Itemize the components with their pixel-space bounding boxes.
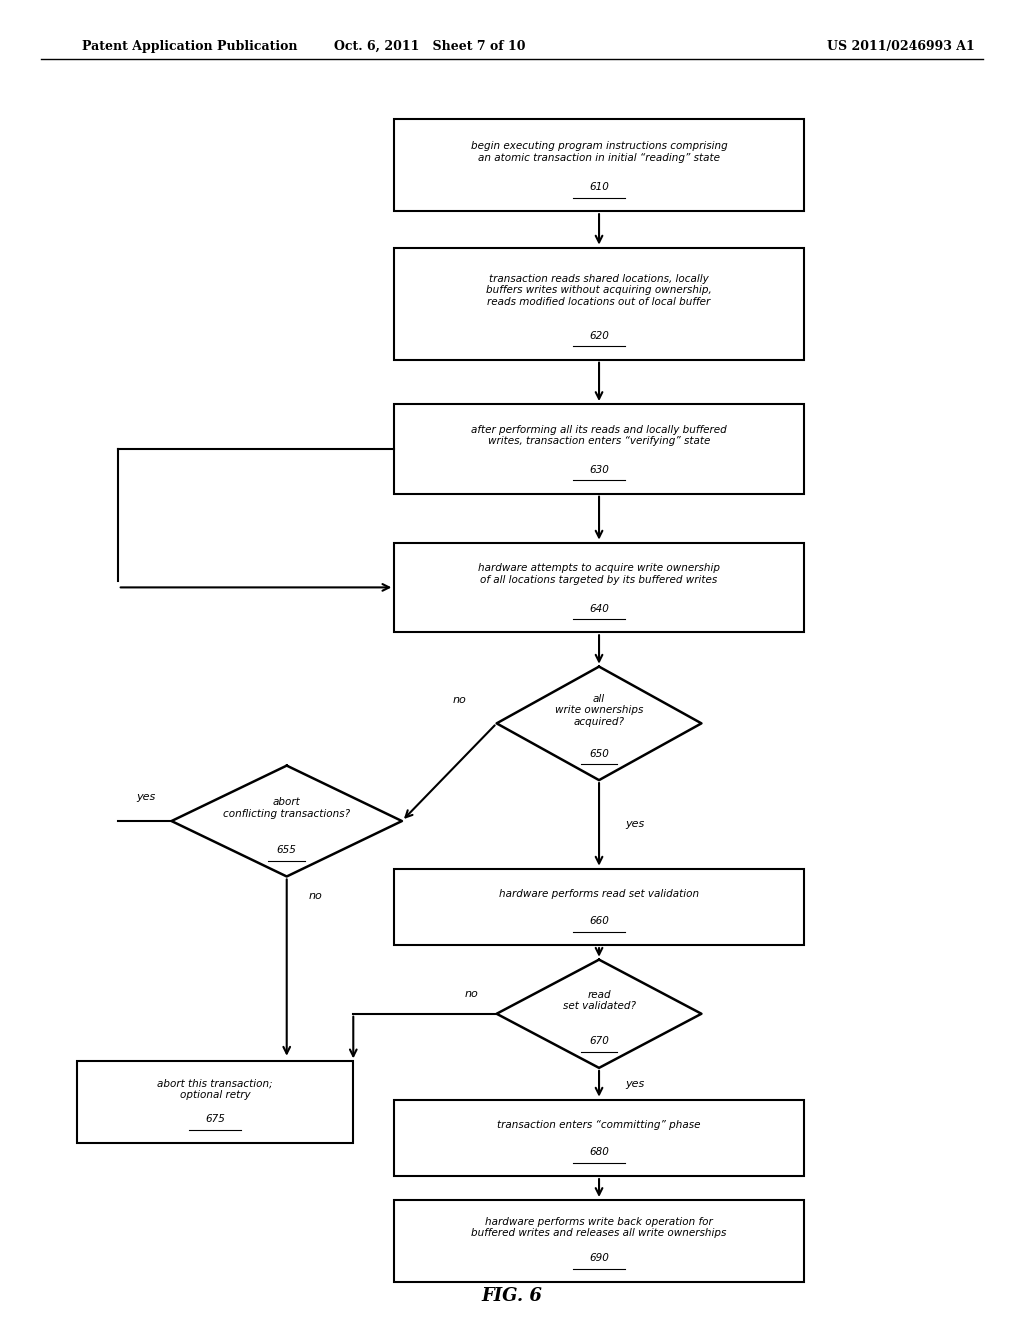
Text: 610: 610: [589, 182, 609, 193]
Text: 680: 680: [589, 1147, 609, 1158]
Text: hardware performs read set validation: hardware performs read set validation: [499, 888, 699, 899]
Polygon shape: [497, 667, 701, 780]
Text: no: no: [308, 891, 323, 902]
Text: hardware attempts to acquire write ownership
of all locations targeted by its bu: hardware attempts to acquire write owner…: [478, 564, 720, 585]
Text: 655: 655: [276, 845, 297, 855]
FancyBboxPatch shape: [394, 248, 804, 359]
Text: yes: yes: [136, 792, 156, 803]
Polygon shape: [172, 766, 401, 876]
Text: transaction reads shared locations, locally
buffers writes without acquiring own: transaction reads shared locations, loca…: [486, 273, 712, 308]
Text: 660: 660: [589, 916, 609, 927]
Text: hardware performs write back operation for
buffered writes and releases all writ: hardware performs write back operation f…: [471, 1217, 727, 1238]
Text: abort this transaction;
optional retry: abort this transaction; optional retry: [158, 1078, 272, 1100]
Text: transaction enters “committing” phase: transaction enters “committing” phase: [498, 1119, 700, 1130]
FancyBboxPatch shape: [77, 1061, 353, 1143]
Text: 670: 670: [589, 1036, 609, 1047]
Text: after performing all its reads and locally buffered
writes, transaction enters “: after performing all its reads and local…: [471, 425, 727, 446]
FancyBboxPatch shape: [394, 1200, 804, 1282]
Text: 690: 690: [589, 1253, 609, 1263]
Text: FIG. 6: FIG. 6: [481, 1287, 543, 1305]
Text: Oct. 6, 2011   Sheet 7 of 10: Oct. 6, 2011 Sheet 7 of 10: [334, 40, 526, 53]
Text: read
set validated?: read set validated?: [562, 990, 636, 1011]
FancyBboxPatch shape: [394, 1100, 804, 1176]
Text: 640: 640: [589, 603, 609, 614]
Text: no: no: [464, 989, 478, 999]
Text: 675: 675: [205, 1114, 225, 1125]
Text: begin executing program instructions comprising
an atomic transaction in initial: begin executing program instructions com…: [471, 141, 727, 162]
Text: US 2011/0246993 A1: US 2011/0246993 A1: [827, 40, 975, 53]
Text: 630: 630: [589, 465, 609, 475]
Text: abort
conflicting transactions?: abort conflicting transactions?: [223, 797, 350, 818]
Text: no: no: [453, 694, 466, 705]
Text: all
write ownerships
acquired?: all write ownerships acquired?: [555, 693, 643, 727]
FancyBboxPatch shape: [394, 119, 804, 211]
FancyBboxPatch shape: [394, 869, 804, 945]
Text: 650: 650: [589, 748, 609, 759]
Text: yes: yes: [626, 1078, 644, 1089]
FancyBboxPatch shape: [394, 543, 804, 632]
Text: Patent Application Publication: Patent Application Publication: [82, 40, 297, 53]
Text: yes: yes: [626, 820, 644, 829]
Polygon shape: [497, 960, 701, 1068]
Text: 620: 620: [589, 331, 609, 341]
FancyBboxPatch shape: [394, 404, 804, 494]
